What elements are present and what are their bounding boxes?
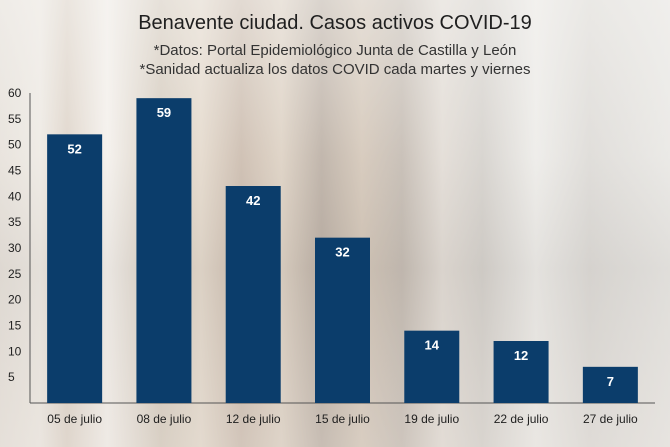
y-tick-label: 45 bbox=[8, 164, 22, 178]
data-label: 12 bbox=[514, 348, 528, 363]
x-tick-label: 08 de julio bbox=[137, 412, 192, 426]
x-tick-label: 27 de julio bbox=[583, 412, 638, 426]
chart-subtitle-update-note: *Sanidad actualiza los datos COVID cada … bbox=[139, 61, 531, 78]
y-tick-label: 60 bbox=[8, 86, 22, 100]
y-tick-label: 40 bbox=[8, 189, 22, 203]
y-tick-label: 25 bbox=[8, 267, 22, 281]
x-tick-label: 15 de julio bbox=[315, 412, 370, 426]
bar bbox=[136, 98, 192, 404]
x-tick-label: 05 de julio bbox=[47, 412, 102, 426]
y-tick-label: 20 bbox=[8, 293, 22, 307]
y-tick-label: 15 bbox=[8, 319, 22, 333]
data-label: 59 bbox=[157, 105, 171, 120]
y-tick-label: 50 bbox=[8, 138, 22, 152]
y-tick-label: 10 bbox=[8, 344, 22, 358]
bar bbox=[315, 237, 370, 403]
data-label: 52 bbox=[67, 141, 81, 156]
data-label: 32 bbox=[335, 245, 349, 260]
bar bbox=[47, 134, 103, 404]
y-tick-label: 55 bbox=[8, 112, 22, 126]
x-tick-label: 19 de julio bbox=[404, 412, 459, 426]
y-tick-label: 5 bbox=[8, 370, 15, 384]
bar bbox=[404, 330, 460, 403]
bar bbox=[493, 341, 549, 403]
x-tick-label: 22 de julio bbox=[494, 412, 549, 426]
data-label: 14 bbox=[425, 338, 440, 353]
y-tick-label: 35 bbox=[8, 215, 22, 229]
y-tick-label: 30 bbox=[8, 241, 22, 255]
chart-subtitle-source: *Datos: Portal Epidemiológico Junta de C… bbox=[153, 42, 517, 59]
bar bbox=[225, 186, 281, 403]
x-tick-label: 12 de julio bbox=[226, 412, 281, 426]
data-label: 42 bbox=[246, 193, 260, 208]
bar bbox=[582, 366, 638, 403]
chart-title: Benavente ciudad. Casos activos COVID-19 bbox=[138, 12, 532, 34]
data-label: 7 bbox=[607, 374, 614, 389]
